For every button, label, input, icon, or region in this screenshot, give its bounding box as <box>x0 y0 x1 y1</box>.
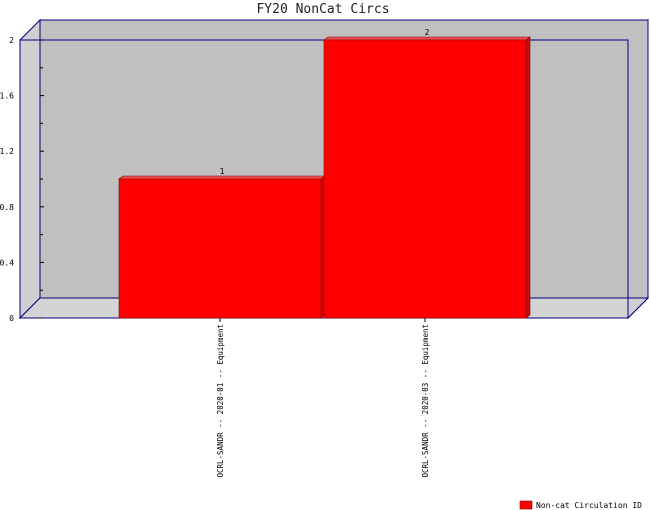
data-label: 2 <box>425 28 430 37</box>
chart-title: FY20 NonCat Circs <box>256 2 389 17</box>
bar-top <box>118 175 326 180</box>
y-tick-label: 0.8 <box>0 203 14 212</box>
left-wall <box>19 18 41 320</box>
y-tick-label: 1.6 <box>0 92 14 101</box>
bar <box>118 178 322 319</box>
data-label: 1 <box>220 167 225 176</box>
y-tick-label: 0 <box>9 314 14 323</box>
y-tick-label: 2 <box>9 36 14 45</box>
legend-label: Non-cat Circulation ID <box>536 501 642 510</box>
y-tick-label: 0.4 <box>0 258 14 267</box>
legend-swatch <box>519 500 533 510</box>
x-tick-label: OCRL-SANDR -- 2020-01 -- Equipment <box>216 324 225 478</box>
bar-top <box>323 36 531 41</box>
y-tick-label: 1.2 <box>0 147 14 156</box>
bar <box>323 39 527 319</box>
x-tick-label: OCRL-SANDR -- 2020-03 -- Equipment <box>421 324 430 478</box>
bar-side <box>525 36 531 319</box>
